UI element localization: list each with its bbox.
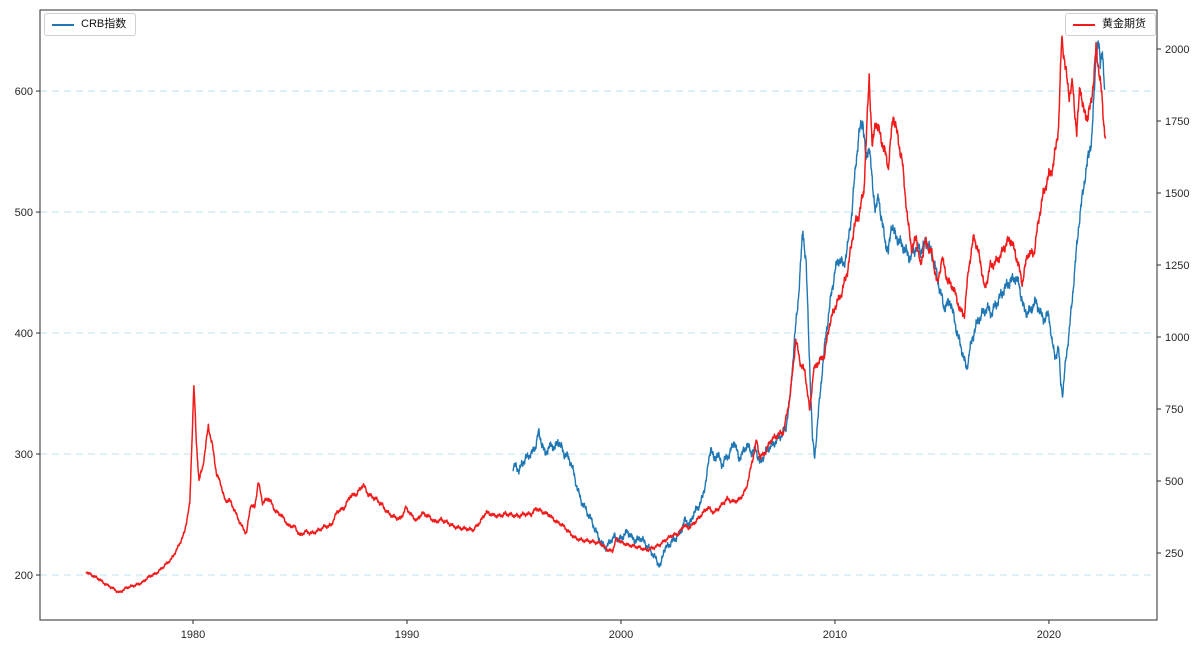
right-axis-tick-label: 1500 [1165,188,1189,200]
legend-crb: CRB指数 [44,13,137,36]
axes-frame [39,9,1158,621]
left-axis-tick-label: 600 [15,86,33,98]
x-axis-tick-label: 2000 [609,629,633,641]
gold-line-swatch [1073,23,1095,26]
right-axis-tick-label: 1000 [1165,332,1189,344]
legend-crb-label: CRB指数 [81,18,127,30]
legend-gold: 黄金期货 [1065,13,1156,36]
x-axis-tick-label: 1990 [395,629,419,641]
right-axis-tick-label: 1750 [1165,116,1189,128]
right-axis-tick-label: 2000 [1165,44,1189,56]
right-axis-tick-label: 250 [1165,548,1183,560]
crb-line-swatch [52,23,74,26]
x-axis-tick-label: 2020 [1037,629,1061,641]
legend-gold-label: 黄金期货 [1102,18,1146,30]
left-axis-tick-label: 300 [15,449,33,461]
x-axis-tick-label: 1980 [181,629,205,641]
x-axis-tick-label: 2010 [823,629,847,641]
right-axis-tick-label: 750 [1165,404,1183,416]
left-axis-tick-label: 400 [15,328,33,340]
right-axis-tick-label: 1250 [1165,260,1189,272]
right-axis-tick-label: 500 [1165,476,1183,488]
gold-futures-line [85,35,1107,594]
left-axis-tick-label: 500 [15,207,33,219]
left-axis-tick-label: 200 [15,570,33,582]
crb-index-line [512,40,1106,568]
